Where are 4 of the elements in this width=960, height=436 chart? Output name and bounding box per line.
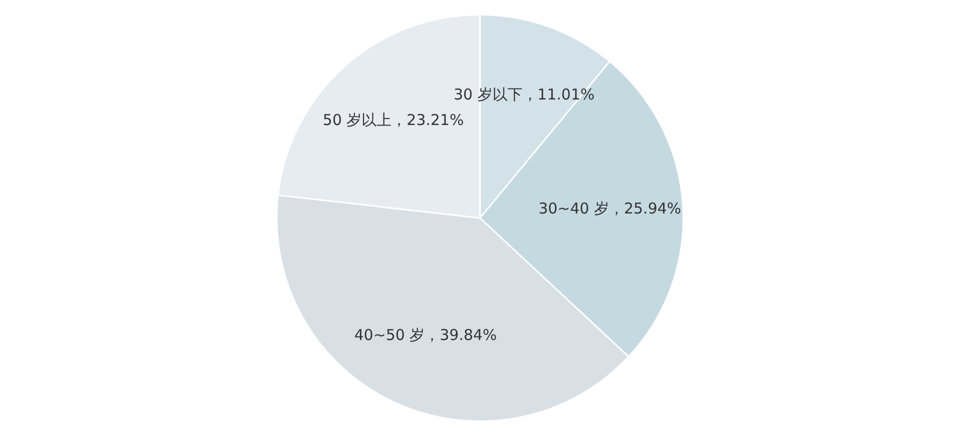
- slice-label: 50 岁以上，23.21%: [322, 110, 464, 129]
- slice-label: 30~40 岁，25.94%: [538, 200, 682, 218]
- slice-label: 40~50 岁，39.84%: [354, 326, 497, 344]
- slice-label: 30 岁以下，11.01%: [454, 86, 595, 104]
